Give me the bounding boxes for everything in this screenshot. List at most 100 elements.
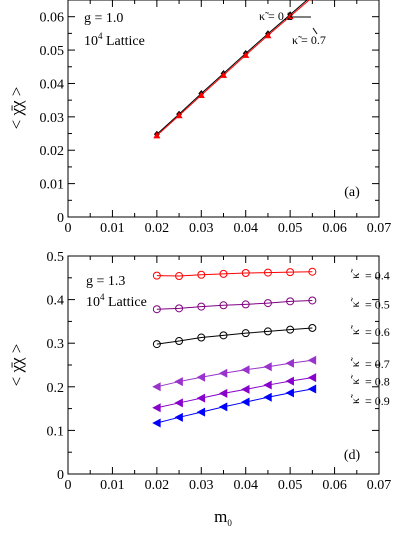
data-point — [263, 268, 272, 277]
series-a-1 — [153, 0, 316, 139]
data-point — [263, 327, 272, 336]
data-point — [241, 384, 250, 394]
x-tick-label: 0 — [65, 221, 72, 236]
data-point — [285, 358, 294, 368]
series-line — [156, 0, 308, 135]
x-tick-label: 0.07 — [367, 221, 392, 236]
data-point — [218, 388, 228, 398]
svg-text:κ̃ = 0.7: κ̃ = 0.7 — [292, 33, 326, 47]
data-point — [241, 397, 250, 407]
data-point — [218, 368, 228, 378]
data-point — [307, 355, 317, 365]
data-point — [197, 270, 206, 279]
x-tick-label: 0.06 — [322, 221, 347, 236]
x-tick-label: 0.04 — [233, 221, 258, 236]
series-label-value-d-0: = 0.4 — [365, 269, 390, 283]
series-group-d — [152, 267, 317, 428]
series-label-a-0: κ̃ = 0.2 — [259, 9, 311, 23]
series-line — [156, 0, 311, 136]
data-point — [219, 269, 228, 278]
y-tick-label: 0 — [57, 468, 64, 483]
data-point — [175, 304, 184, 313]
series-d-0 — [152, 267, 317, 281]
series-label-a-1: κ̃ = 0.7 — [292, 27, 326, 47]
data-point — [308, 267, 317, 276]
y-tick-label: 0.01 — [40, 178, 65, 193]
series-group-a — [153, 0, 316, 139]
series-label-value-d-3: = 0.7 — [365, 357, 390, 371]
y-tick-label: 0.02 — [40, 144, 65, 159]
y-tick-label: 0.3 — [47, 337, 65, 352]
series-label-d-5: κ̃ — [348, 394, 362, 404]
data-point — [263, 362, 272, 372]
chart-panel-a: 00.010.020.030.040.050.06 0 0.01 0.02 0.03 0… — [7, 0, 391, 236]
data-point — [264, 31, 272, 39]
data-point — [285, 388, 294, 398]
chart-panel-d: 0 0.1 0.2 0.3 0.4 0.5 0 0.01 0.02 0.03 0.04 0.05 0.… — [7, 250, 391, 528]
series-label-d-2: κ̃ — [348, 325, 362, 335]
data-point — [308, 296, 317, 305]
panel-annotation-g-d: g = 1.3 — [86, 274, 125, 289]
series-label-d-3: κ̃ — [348, 357, 362, 367]
data-point — [241, 269, 250, 278]
y-axis-label-d: < χ̄χ > — [7, 344, 26, 387]
data-point — [152, 403, 161, 413]
x-tick-label: 0.03 — [189, 478, 214, 493]
data-point — [219, 301, 228, 310]
panel-annotation-g-a: g = 1.0 — [84, 11, 123, 26]
data-point — [175, 337, 184, 346]
series-d-5 — [152, 384, 317, 428]
x-tick-label: 0.05 — [278, 478, 303, 493]
y-tick-label: 0.05 — [40, 44, 65, 59]
data-point — [263, 392, 272, 402]
x-ticks-a: 0 0.01 0.02 0.03 0.04 0.05 0.06 0.07 — [65, 0, 392, 236]
series-d-1 — [152, 296, 317, 314]
series-label-d-1: κ̃ — [348, 297, 362, 307]
data-point — [307, 384, 317, 394]
data-point — [197, 302, 206, 311]
y-tick-label: 0 — [57, 211, 64, 226]
data-point — [196, 407, 206, 417]
x-tick-label: 0.01 — [100, 221, 125, 236]
data-point — [152, 305, 161, 314]
data-point — [263, 299, 272, 308]
data-point — [285, 376, 294, 386]
series-label-value-d-4: = 0.8 — [365, 375, 390, 389]
x-tick-label: 0.02 — [145, 478, 170, 493]
plot-frame-a — [67, 0, 380, 218]
x-tick-label: 0.07 — [367, 478, 392, 493]
y-tick-label: 0.2 — [47, 381, 65, 396]
x-axis-label-d: m0 — [214, 507, 232, 528]
data-point — [263, 380, 272, 390]
y-tick-label: 0.04 — [40, 77, 65, 92]
data-point — [197, 333, 206, 342]
data-point — [153, 131, 161, 139]
y-tick-label: 0.06 — [40, 11, 65, 26]
x-tick-label: 0 — [65, 478, 72, 493]
series-label-d-0: κ̃ — [348, 269, 362, 279]
y-tick-label: 0.1 — [47, 424, 65, 439]
series-line — [156, 327, 313, 345]
data-point — [241, 365, 250, 375]
x-tick-label: 0.01 — [100, 478, 125, 493]
data-point — [196, 393, 206, 403]
panel-tag-d: (d) — [344, 448, 361, 463]
data-point — [241, 300, 250, 309]
x-tick-label: 0.05 — [278, 221, 303, 236]
data-point — [307, 373, 317, 383]
series-label-value-d-2: = 0.6 — [365, 325, 390, 339]
x-tick-label: 0.04 — [233, 478, 258, 493]
data-point — [174, 398, 183, 408]
series-labels-d: κ̃ = 0.4κ̃ = 0.5κ̃ = 0.6κ̃ = 0.7κ̃ = 0.8… — [348, 269, 390, 408]
data-point — [175, 272, 184, 281]
series-label-d-4: κ̃ — [348, 375, 362, 385]
series-d-2 — [152, 323, 317, 349]
x-tick-label: 0.06 — [322, 478, 347, 493]
data-point — [286, 268, 295, 277]
series-label-value-d-1: = 0.5 — [365, 297, 390, 311]
data-point — [286, 297, 295, 306]
y-axis-label-a: < χ̄χ > — [7, 87, 26, 130]
data-point — [152, 271, 161, 280]
data-point — [196, 372, 206, 382]
